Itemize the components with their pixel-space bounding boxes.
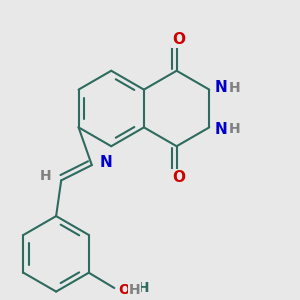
Text: H: H [229, 81, 240, 94]
Text: N: N [214, 80, 227, 95]
Text: H: H [129, 283, 140, 297]
Text: O: O [172, 32, 185, 47]
Text: N: N [214, 122, 227, 137]
Text: O: O [118, 283, 130, 297]
Text: O: O [172, 170, 185, 185]
Text: OH: OH [127, 281, 150, 295]
Text: H: H [39, 169, 51, 183]
Text: H: H [229, 122, 240, 136]
Text: N: N [100, 154, 113, 169]
